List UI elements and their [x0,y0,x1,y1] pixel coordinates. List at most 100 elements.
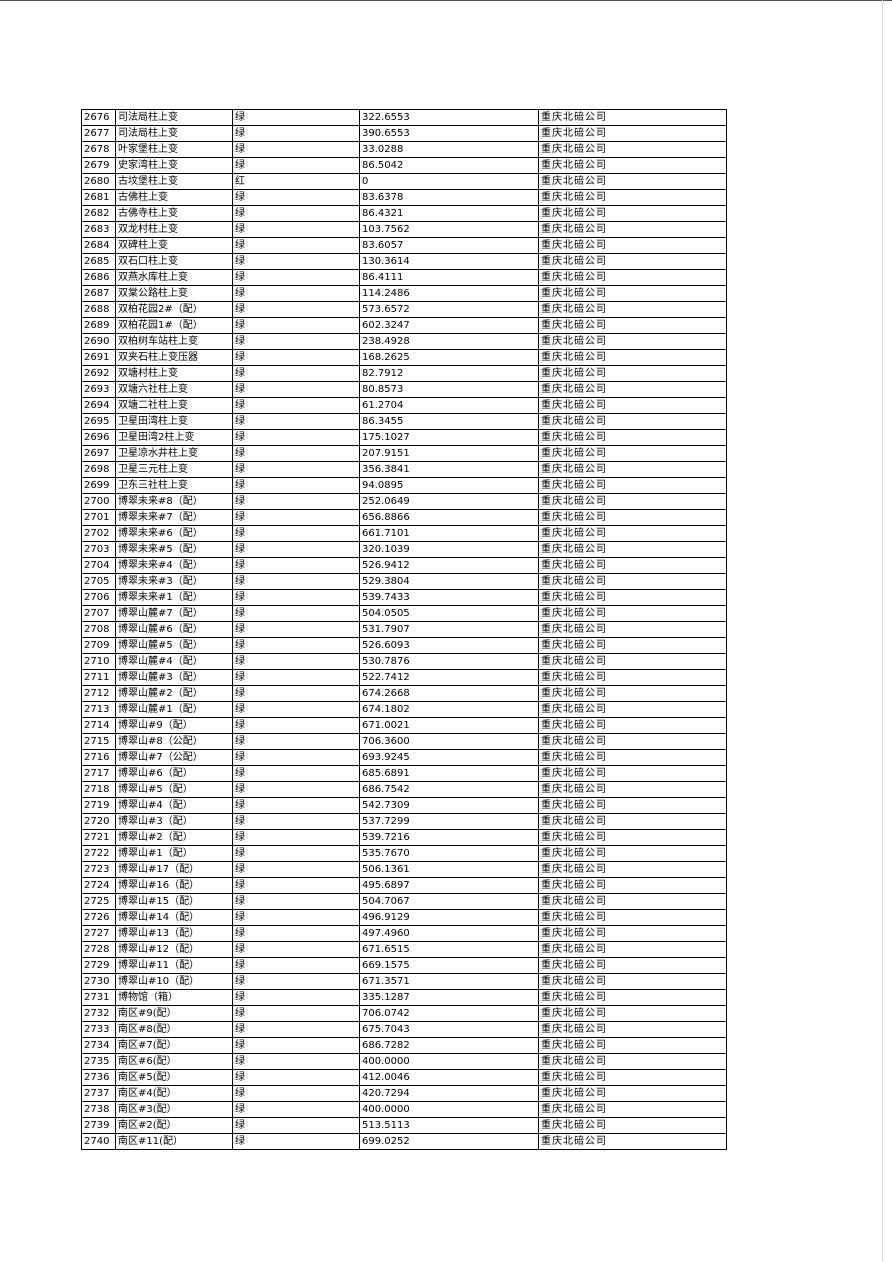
status-cell: 绿 [232,717,360,734]
value-cell: 506.1361 [359,861,539,878]
value-cell: 526.6093 [359,637,539,654]
status-cell: 绿 [232,445,360,462]
company-cell: 重庆北碚公司 [538,1117,727,1134]
status-cell: 绿 [232,765,360,782]
status-cell: 绿 [232,381,360,398]
station-name-cell: 双棠公路柱上变 [115,285,233,302]
company-cell: 重庆北碚公司 [538,157,727,174]
value-cell: 400.0000 [359,1053,539,1070]
station-name-cell: 博翠山#2（配） [115,829,233,846]
station-name-cell: 双夹石柱上变压器 [115,349,233,366]
value-cell: 539.7216 [359,829,539,846]
table-row: 2719 博翠山#4（配）绿 542.7309 重庆北碚公司 [81,797,727,814]
table-row: 2738 南区#3(配）绿 400.0000 重庆北碚公司 [81,1101,727,1118]
station-name-cell: 博翠未来#3（配） [115,573,233,590]
company-cell: 重庆北碚公司 [538,861,727,878]
status-cell: 绿 [232,109,360,126]
status-cell: 绿 [232,125,360,142]
station-name-cell: 双龙村柱上变 [115,221,233,238]
status-cell: 绿 [232,557,360,574]
row-id-cell: 2712 [81,685,116,702]
value-cell: 175.1027 [359,429,539,446]
table-row: 2682 古佛寺柱上变绿 86.4321 重庆北碚公司 [81,205,727,222]
company-cell: 重庆北碚公司 [538,557,727,574]
table-row: 2702 博翠未来#6（配）绿 661.7101 重庆北碚公司 [81,525,727,542]
page-top-border [0,0,892,1]
row-id-cell: 2740 [81,1133,116,1150]
value-cell: 130.3614 [359,253,539,270]
table-row: 2728 博翠山#12（配）绿 671.6515 重庆北碚公司 [81,941,727,958]
value-cell: 539.7433 [359,589,539,606]
station-name-cell: 博翠山麓#4（配） [115,653,233,670]
status-cell: 绿 [232,1133,360,1150]
company-cell: 重庆北碚公司 [538,429,727,446]
company-cell: 重庆北碚公司 [538,973,727,990]
row-id-cell: 2704 [81,557,116,574]
station-name-cell: 双塘村柱上变 [115,365,233,382]
company-cell: 重庆北碚公司 [538,413,727,430]
value-cell: 497.4960 [359,925,539,942]
table-body: 2676 司法局柱上变绿 322.6553 重庆北碚公司 2677 司法局柱上变绿 390.… [81,109,727,1150]
value-cell: 686.7282 [359,1037,539,1054]
value-cell: 504.7067 [359,893,539,910]
table-row: 2678 叶家堡柱上变绿 33.0288 重庆北碚公司 [81,141,727,158]
row-id-cell: 2731 [81,989,116,1006]
station-name-cell: 博翠未来#8（配） [115,493,233,510]
table-row: 2705 博翠未来#3（配）绿 529.3804 重庆北碚公司 [81,573,727,590]
row-id-cell: 2707 [81,605,116,622]
company-cell: 重庆北碚公司 [538,621,727,638]
company-cell: 重庆北碚公司 [538,573,727,590]
status-cell: 绿 [232,1101,360,1118]
station-name-cell: 双柏花园1#（配） [115,317,233,334]
table-row: 2730 博翠山#10（配）绿 671.3571 重庆北碚公司 [81,973,727,990]
company-cell: 重庆北碚公司 [538,909,727,926]
company-cell: 重庆北碚公司 [538,1053,727,1070]
value-cell: 706.3600 [359,733,539,750]
value-cell: 602.3247 [359,317,539,334]
value-cell: 661.7101 [359,525,539,542]
row-id-cell: 2726 [81,909,116,926]
company-cell: 重庆北碚公司 [538,701,727,718]
station-name-cell: 博翠未来#7（配） [115,509,233,526]
value-cell: 671.0021 [359,717,539,734]
company-cell: 重庆北碚公司 [538,605,727,622]
company-cell: 重庆北碚公司 [538,269,727,286]
company-cell: 重庆北碚公司 [538,1069,727,1086]
station-name-cell: 博翠山#17（配） [115,861,233,878]
value-cell: 114.2486 [359,285,539,302]
value-cell: 495.6897 [359,877,539,894]
station-name-cell: 博翠山#15（配） [115,893,233,910]
status-cell: 绿 [232,621,360,638]
company-cell: 重庆北碚公司 [538,797,727,814]
table-row: 2722 博翠山#1（配）绿 535.7670 重庆北碚公司 [81,845,727,862]
station-name-cell: 南区#6(配） [115,1053,233,1070]
table-row: 2688 双柏花园2#（配）绿 573.6572 重庆北碚公司 [81,301,727,318]
table-row: 2686 双燕水库柱上变绿 86.4111 重庆北碚公司 [81,269,727,286]
table-row: 2699 卫东三社柱上变绿 94.0895 重庆北碚公司 [81,477,727,494]
row-id-cell: 2713 [81,701,116,718]
value-cell: 685.6891 [359,765,539,782]
row-id-cell: 2738 [81,1101,116,1118]
company-cell: 重庆北碚公司 [538,1021,727,1038]
station-name-cell: 双石口柱上变 [115,253,233,270]
company-cell: 重庆北碚公司 [538,141,727,158]
row-id-cell: 2727 [81,925,116,942]
status-cell: 绿 [232,141,360,158]
row-id-cell: 2730 [81,973,116,990]
value-cell: 83.6378 [359,189,539,206]
company-cell: 重庆北碚公司 [538,653,727,670]
station-name-cell: 双柏花园2#（配） [115,301,233,318]
station-name-cell: 司法局柱上变 [115,109,233,126]
station-name-cell: 古坟堡柱上变 [115,173,233,190]
company-cell: 重庆北碚公司 [538,349,727,366]
station-name-cell: 博翠山麓#1（配） [115,701,233,718]
company-cell: 重庆北碚公司 [538,685,727,702]
value-cell: 412.0046 [359,1069,539,1086]
value-cell: 542.7309 [359,797,539,814]
value-cell: 400.0000 [359,1101,539,1118]
status-cell: 绿 [232,1021,360,1038]
status-cell: 绿 [232,893,360,910]
row-id-cell: 2716 [81,749,116,766]
row-id-cell: 2695 [81,413,116,430]
table-row: 2724 博翠山#16（配）绿 495.6897 重庆北碚公司 [81,877,727,894]
